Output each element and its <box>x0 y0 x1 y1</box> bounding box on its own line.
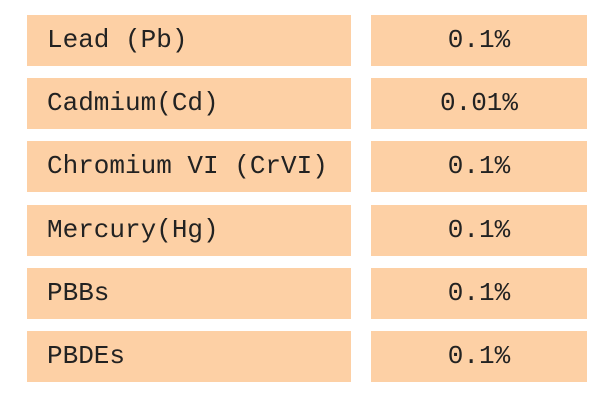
limit-cell: 0.1% <box>371 141 587 192</box>
limit-cell: 0.1% <box>371 331 587 382</box>
substance-cell: Cadmium(Cd) <box>27 78 351 129</box>
limit-cell: 0.1% <box>371 15 587 66</box>
substance-cell: Chromium VI (CrVI) <box>27 141 351 192</box>
limit-cell: 0.1% <box>371 268 587 319</box>
substance-cell: PBBs <box>27 268 351 319</box>
substance-cell: Lead (Pb) <box>27 15 351 66</box>
substance-cell: Mercury(Hg) <box>27 205 351 256</box>
limit-cell: 0.01% <box>371 78 587 129</box>
substance-cell: PBDEs <box>27 331 351 382</box>
limit-cell: 0.1% <box>371 205 587 256</box>
